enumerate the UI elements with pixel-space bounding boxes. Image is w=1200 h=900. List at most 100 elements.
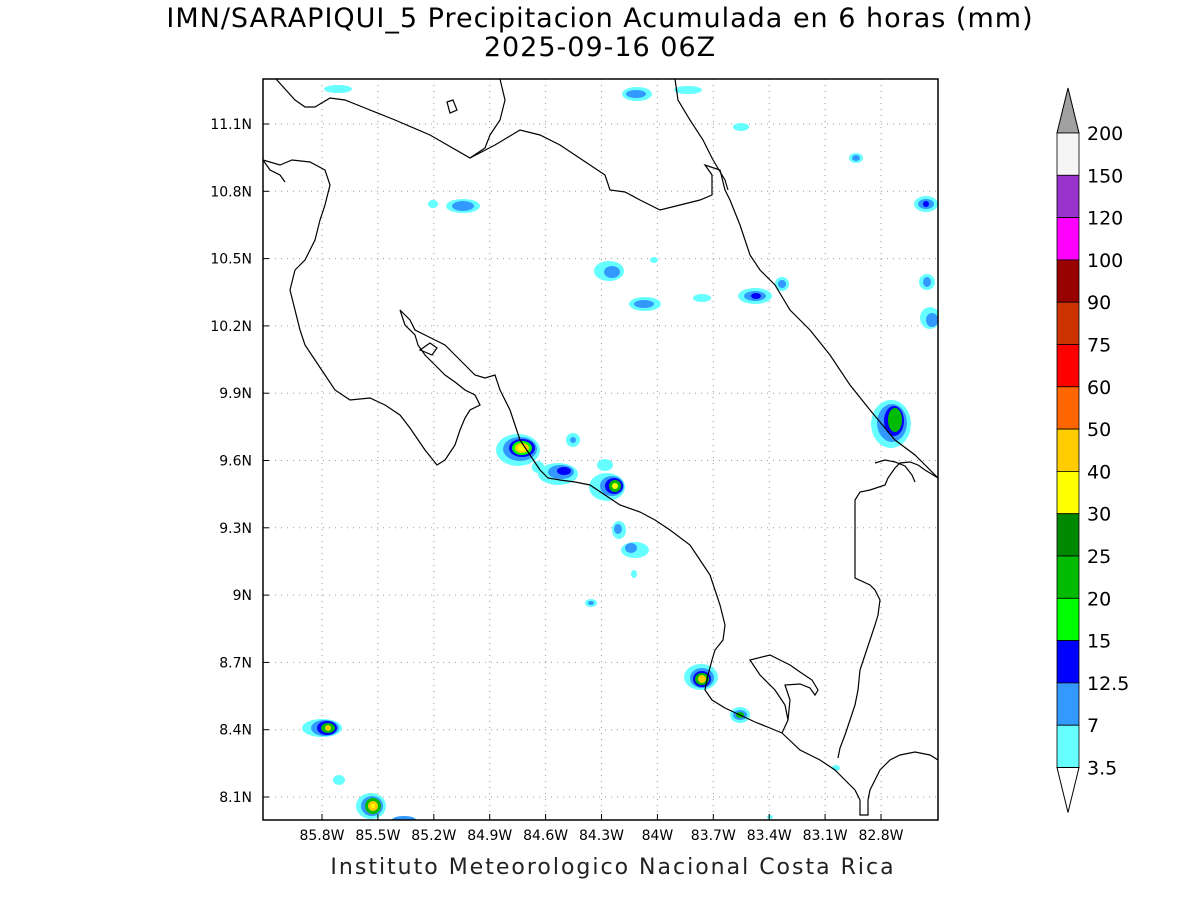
precip-cell xyxy=(428,200,438,208)
map-title: IMN/SARAPIQUI_5 Precipitacion Acumulada … xyxy=(166,3,1034,34)
panama-border xyxy=(837,461,938,759)
x-tick-label: 85.5W xyxy=(355,828,400,844)
footer-credit: Instituto Meteorologico Nacional Costa R… xyxy=(330,855,896,880)
colorbar-swatch xyxy=(1056,724,1080,768)
y-tick-label: 9.6N xyxy=(219,454,252,470)
colorbar-swatch xyxy=(1056,597,1080,641)
island xyxy=(446,99,458,114)
precip-cell xyxy=(852,155,860,161)
precip-cell xyxy=(625,543,637,553)
map-frame-bg xyxy=(263,79,938,820)
pacific-coast-north xyxy=(263,159,521,466)
precip-cell xyxy=(634,300,654,308)
colorbar-min-arrow xyxy=(1056,767,1080,813)
colorbar-label: 60 xyxy=(1087,377,1111,399)
precip-cell xyxy=(557,467,571,475)
coast-fragment xyxy=(263,159,286,183)
precip-cell xyxy=(693,294,711,302)
colorbar-label: 12.5 xyxy=(1087,673,1129,695)
colorbar-label: 200 xyxy=(1087,123,1123,145)
island xyxy=(418,342,438,356)
colorbar-label: 7 xyxy=(1087,715,1099,737)
colorbar-swatch xyxy=(1056,555,1080,599)
colorbar-label: 40 xyxy=(1087,461,1111,483)
y-tick-label: 10.8N xyxy=(210,184,252,200)
y-tick-label: 9.9N xyxy=(219,386,252,402)
precip-cell xyxy=(626,90,646,98)
colorbar-swatch xyxy=(1056,301,1080,345)
precip-cell xyxy=(325,725,331,731)
y-tick-label: 9.3N xyxy=(219,521,252,537)
colorbar-label: 100 xyxy=(1087,250,1123,272)
colorbar-label: 90 xyxy=(1087,292,1111,314)
precip-cell xyxy=(333,775,345,785)
precip-cell xyxy=(778,280,786,288)
x-tick-label: 83.7W xyxy=(691,828,736,844)
colorbar-swatch xyxy=(1056,640,1080,684)
x-tick-label: 83.1W xyxy=(803,828,848,844)
x-axis-ticks: 85.8W 85.5W 85.2W 84.9W 84.6W 84.3W 84W 83.7W 83… xyxy=(299,814,904,844)
colorbar-swatch xyxy=(1056,428,1080,472)
y-tick-label: 10.5N xyxy=(210,252,252,268)
precip-cell xyxy=(923,201,929,207)
colorbar-label: 3.5 xyxy=(1087,758,1117,780)
precip-cell xyxy=(832,765,840,771)
colorbar-swatch xyxy=(1056,513,1080,557)
precip-cell xyxy=(614,524,622,534)
colorbar-swatch xyxy=(1056,132,1080,176)
precip-cell xyxy=(923,277,931,287)
precip-cell xyxy=(392,816,416,820)
x-tick-label: 84.9W xyxy=(467,828,512,844)
river-mouth xyxy=(674,79,729,191)
precip-cell xyxy=(631,570,637,578)
precip-cell xyxy=(926,313,938,327)
colorbar-swatch xyxy=(1056,174,1080,219)
precip-cell xyxy=(698,675,706,683)
precip-cell xyxy=(888,408,902,432)
precip-cell xyxy=(588,601,594,605)
colorbar-label: 120 xyxy=(1087,208,1123,230)
lake-shore xyxy=(275,79,506,159)
y-tick-label: 9N xyxy=(233,588,252,604)
y-tick-label: 10.2N xyxy=(210,319,252,335)
colorbar-swatch xyxy=(1056,259,1080,303)
colorbar-swatch xyxy=(1056,682,1080,726)
precip-cell xyxy=(751,293,761,299)
precip-cell xyxy=(452,201,474,211)
precip-cell xyxy=(612,483,618,489)
colorbar-swatch xyxy=(1056,344,1080,388)
y-tick-label: 8.4N xyxy=(219,723,252,739)
x-tick-label: 84W xyxy=(642,828,674,844)
y-tick-label: 8.7N xyxy=(219,655,252,671)
precip-cell xyxy=(597,459,613,471)
colorbar-label: 50 xyxy=(1087,419,1111,441)
map-frame xyxy=(262,78,939,821)
y-axis-ticks: 11.1N 10.8N 10.5N 10.2N 9.9N 9.6N 9.3N 9N 8.7N 8.… xyxy=(210,117,269,806)
coastlines xyxy=(263,79,938,816)
colorbar-label: 15 xyxy=(1087,631,1111,653)
colorbar-label: 25 xyxy=(1087,546,1111,568)
pacific-coast-south xyxy=(519,439,819,734)
precip-cell xyxy=(324,85,352,93)
colorbar-label: 75 xyxy=(1087,335,1111,357)
precip-cell xyxy=(767,815,773,819)
caribbean-coast xyxy=(469,129,938,479)
precip-cell xyxy=(371,804,375,808)
colorbar-label: 30 xyxy=(1087,504,1111,526)
precipitation-field xyxy=(302,85,938,820)
precip-cell xyxy=(604,266,620,278)
colorbar-swatch xyxy=(1056,217,1080,261)
colorbar-label: 150 xyxy=(1087,165,1123,187)
map-subtitle: 2025-09-16 06Z xyxy=(483,32,717,63)
colorbar-swatch xyxy=(1056,386,1080,430)
x-tick-label: 83.4W xyxy=(747,828,792,844)
y-tick-label: 8.1N xyxy=(219,790,252,806)
y-tick-label: 11.1N xyxy=(210,117,252,133)
colorbar: 200 150 120 100 90 75 60 50 40 30 25 20 15 12.5 7 3.5 xyxy=(1056,87,1129,813)
precip-cell xyxy=(650,257,658,263)
colorbar-label: 20 xyxy=(1087,588,1111,610)
lagoon-outline xyxy=(874,459,916,483)
x-tick-label: 84.3W xyxy=(579,828,624,844)
x-tick-label: 85.2W xyxy=(411,828,456,844)
